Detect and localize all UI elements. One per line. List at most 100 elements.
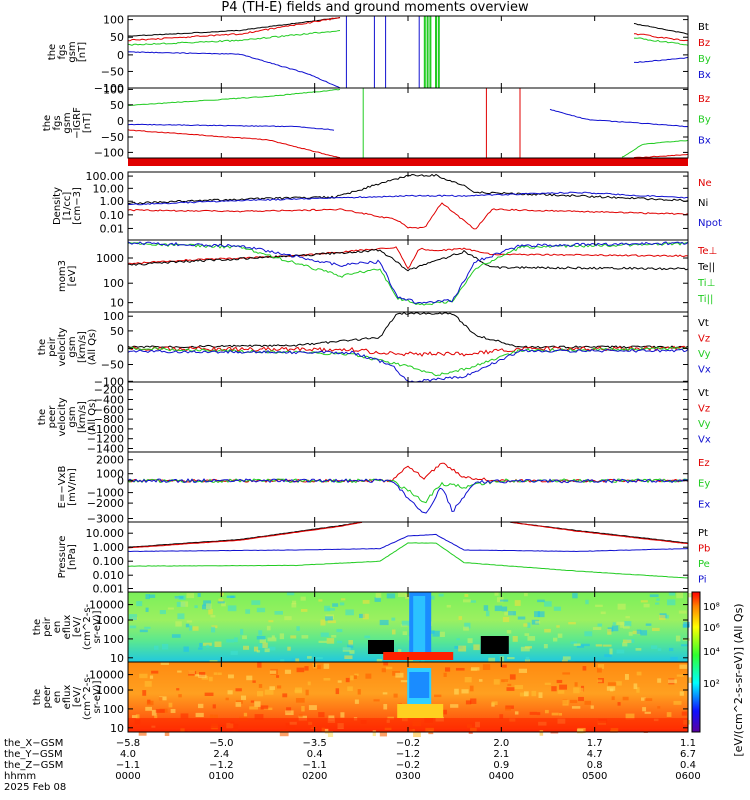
spectrogram-texture: [430, 595, 435, 600]
spectrogram-texture: [264, 648, 270, 653]
spectrogram-texture: [425, 727, 434, 733]
spectrogram-texture: [340, 598, 346, 601]
spectrogram-texture: [494, 605, 503, 612]
y-tick-label: 100: [103, 310, 124, 323]
spectrogram-texture: [527, 622, 531, 628]
y-axis-label: sr-eV)]: [92, 610, 103, 643]
x-axis-value: 1.7: [587, 738, 603, 749]
spectrogram-texture: [217, 672, 222, 675]
spectrogram-texture: [464, 622, 471, 629]
spectrogram-texture: [326, 638, 335, 644]
pi-line: [127, 533, 689, 553]
y-tick-label: 10000: [89, 669, 124, 682]
spectrogram-texture: [304, 666, 309, 671]
spectrogram-texture: [391, 629, 396, 635]
y-axis-label: [eV]: [67, 266, 78, 287]
legend-Bz: Bz: [698, 94, 710, 105]
spectrogram-texture: [151, 709, 157, 716]
spectrogram-texture: [470, 726, 477, 732]
spectrogram-texture: [657, 648, 662, 652]
vt-line: [127, 311, 689, 349]
spectrogram-texture: [209, 714, 214, 720]
spectrogram-texture: [320, 619, 326, 626]
spectrogram-texture: [253, 646, 259, 652]
spectrogram-texture: [365, 673, 372, 679]
spectrogram-texture: [347, 686, 353, 692]
spectrogram-texture: [578, 696, 584, 702]
spectrogram-texture: [512, 635, 518, 642]
spectrogram-texture: [344, 655, 353, 660]
spectrogram-texture: [160, 662, 169, 665]
spectrogram-texture: [194, 674, 201, 677]
spectrogram-texture: [145, 706, 153, 711]
ion-spectrogram-dropout: [480, 636, 509, 654]
y-tick-label: 100: [103, 633, 124, 646]
spectrogram-texture: [482, 664, 491, 670]
y-tick-label: −100: [94, 146, 124, 159]
spectrogram-texture: [372, 730, 376, 737]
y-tick-label: 0: [117, 49, 124, 62]
y-tick-label: −50: [101, 131, 124, 144]
spectrogram-texture: [524, 633, 530, 636]
spectrogram-texture: [256, 650, 260, 653]
y-tick-label: 0: [117, 115, 124, 128]
spectrogram-texture: [574, 682, 578, 687]
spectrogram-texture: [192, 626, 199, 631]
spectrogram-texture: [327, 608, 335, 611]
page-title: P4 (TH-E) fields and ground moments over…: [221, 0, 529, 15]
spectrogram-texture: [158, 697, 163, 701]
y-axis-label: the: [47, 44, 58, 60]
spectrogram-texture: [538, 692, 543, 698]
spectrogram-texture: [402, 631, 408, 636]
pt-line: [127, 521, 363, 548]
spectrogram-texture: [640, 600, 648, 603]
x-axis-value: 1.1: [680, 738, 696, 749]
spectrogram-texture: [610, 727, 619, 733]
spectrogram-texture: [659, 615, 666, 620]
spectrogram-texture: [210, 626, 216, 633]
spectrogram-texture: [324, 605, 331, 612]
spectrogram-texture: [144, 681, 152, 687]
te-perp-line: [127, 246, 689, 270]
x-axis-row-label: the_Z−GSM: [4, 760, 63, 771]
y-tick-label: 100.00: [86, 170, 125, 183]
spectrogram-texture: [569, 699, 578, 704]
legend-Vz: Vz: [698, 334, 710, 345]
spectrogram-texture: [139, 629, 148, 633]
electron-spectrogram-band: [128, 718, 688, 728]
spectrogram-texture: [337, 640, 343, 644]
ni-line: [127, 173, 689, 205]
spectrogram-texture: [580, 687, 584, 693]
spectrogram-texture: [327, 731, 334, 738]
y-axis-label: [nT]: [77, 42, 88, 62]
spectrogram-texture: [383, 703, 388, 710]
y-axis-label: the: [42, 115, 53, 131]
spectrogram-texture: [295, 687, 302, 694]
spectrogram-texture: [604, 654, 612, 658]
spectrogram-texture: [301, 705, 305, 712]
spectrogram-texture: [493, 679, 500, 685]
x-axis-value: −1.1: [116, 760, 140, 771]
y-tick-label: 0.100: [93, 555, 125, 568]
spectrogram-texture: [514, 711, 519, 715]
colorbar-tick: 10⁴: [703, 647, 720, 658]
spectrogram-texture: [640, 697, 646, 701]
spectrogram-texture: [454, 688, 459, 695]
spectrogram-texture: [154, 645, 159, 650]
spectrogram-texture: [519, 692, 528, 697]
y-tick-label: 1000: [96, 684, 124, 697]
ne-line: [127, 202, 689, 230]
spectrogram-texture: [187, 729, 192, 732]
spectrogram-texture: [349, 650, 355, 654]
y-tick-label: −600: [94, 403, 124, 416]
spectrogram-texture: [386, 593, 396, 599]
bz-igrf-line: [633, 153, 689, 159]
spectrogram-texture: [252, 680, 256, 683]
spectrogram-texture: [164, 731, 170, 736]
spectrogram-texture: [676, 592, 684, 599]
spectrogram-texture: [266, 625, 271, 631]
spectrogram-texture: [188, 670, 195, 675]
spectrogram-texture: [295, 698, 305, 703]
spectrogram-texture: [314, 657, 323, 660]
spectrogram-texture: [318, 712, 325, 718]
